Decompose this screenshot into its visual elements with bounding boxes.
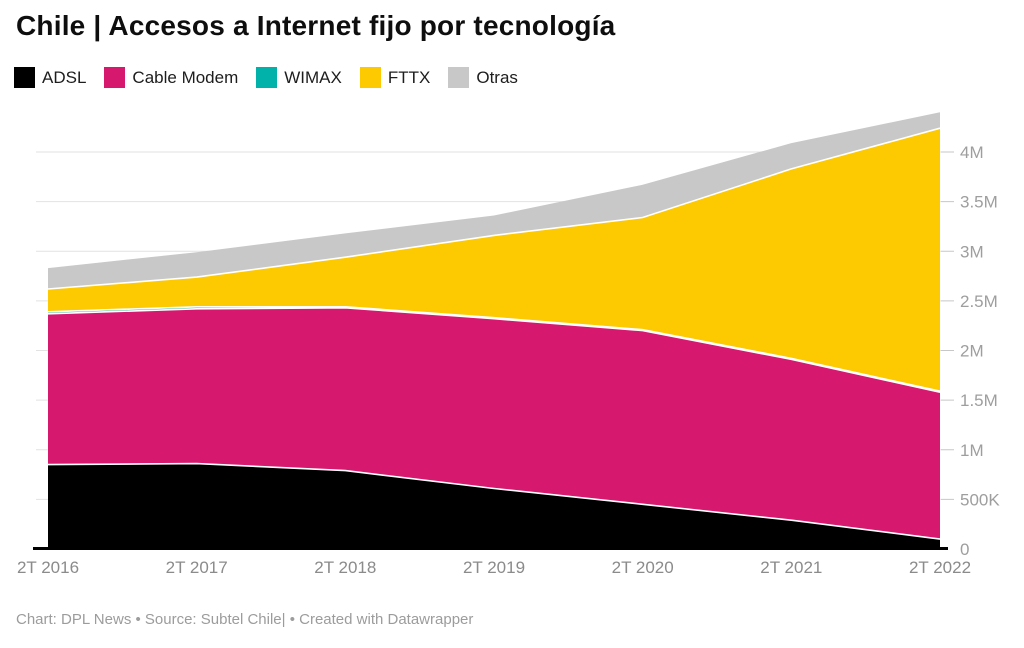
x-tick-label: 2T 2022	[909, 558, 971, 577]
area-otras	[48, 112, 940, 289]
legend-item-otras: Otras	[448, 67, 518, 88]
x-tick-label: 2T 2018	[314, 558, 376, 577]
x-tick-label: 2T 2016	[17, 558, 79, 577]
y-tick-label: 1.5M	[960, 391, 998, 410]
legend-swatch-cable-modem	[104, 67, 126, 88]
legend-swatch-fttx	[359, 67, 381, 88]
legend-swatch-adsl	[14, 67, 35, 88]
legend-label: WIMAX	[284, 67, 342, 87]
legend-item-adsl: ADSL	[14, 67, 86, 88]
layer-separator	[47, 462, 941, 540]
y-tick-label: 4M	[960, 143, 984, 162]
layer-separator	[47, 305, 941, 392]
y-tick-label: 1M	[960, 441, 984, 460]
chart-footer: Chart: DPL News • Source: Subtel Chile| …	[16, 611, 474, 628]
legend-label: FTTX	[387, 67, 431, 87]
legend-item-fttx: FTTX	[359, 67, 431, 88]
chart-title: Chile | Accesos a Internet fijo por tecn…	[16, 10, 616, 41]
layer-separator	[47, 306, 941, 393]
y-tick-label: 2.5M	[960, 292, 998, 311]
legend-item-cable-modem: Cable Modem	[104, 67, 238, 88]
chart-legend: ADSL Cable Modem WIMAX FTTX Otras	[14, 67, 518, 88]
y-tick-label: 3.5M	[960, 193, 998, 212]
x-tick-label: 2T 2020	[612, 558, 674, 577]
y-tick-label: 0	[960, 540, 969, 559]
legend-label: ADSL	[42, 67, 87, 87]
x-tick-label: 2T 2019	[463, 558, 525, 577]
x-tick-label: 2T 2017	[166, 558, 228, 577]
area-cable-modem	[48, 307, 940, 540]
y-tick-label: 500K	[960, 490, 1000, 509]
legend-item-wimax: WIMAX	[256, 67, 342, 88]
x-tick-label: 2T 2021	[760, 558, 822, 577]
y-tick-label: 3M	[960, 242, 984, 261]
legend-swatch-otras	[448, 67, 470, 88]
area-adsl	[48, 463, 940, 549]
y-tick-label: 2M	[960, 342, 984, 361]
legend-label: Cable Modem	[132, 67, 239, 87]
legend-swatch-wimax	[256, 67, 278, 88]
layer-separator	[47, 127, 941, 290]
legend-label: Otras	[476, 67, 518, 87]
